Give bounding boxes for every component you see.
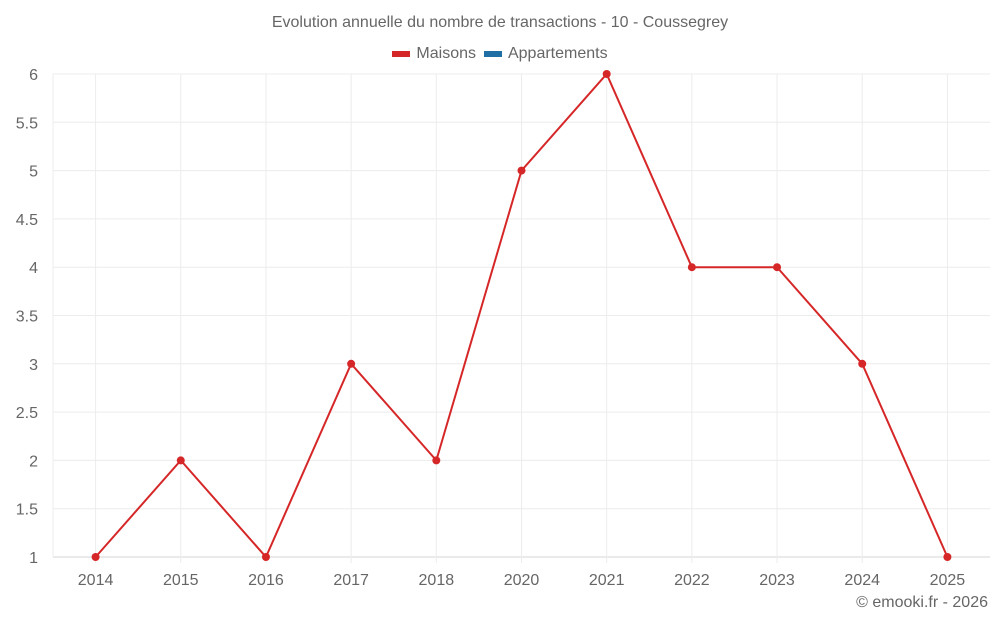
y-tick-label: 4	[29, 260, 38, 277]
data-point[interactable]	[347, 359, 356, 368]
credit-text: © emooki.fr - 2026	[856, 594, 988, 611]
x-tick-label: 2021	[589, 572, 625, 589]
legend-swatch-maisons	[392, 51, 411, 57]
data-point[interactable]	[261, 553, 270, 561]
legend-label-maisons: Maisons	[416, 45, 476, 62]
data-point[interactable]	[943, 553, 952, 561]
x-tick-label: 2022	[674, 572, 710, 589]
y-tick-label: 2	[29, 453, 38, 470]
data-point[interactable]	[176, 456, 185, 465]
x-tick-label: 2025	[930, 572, 966, 589]
data-point[interactable]	[517, 166, 526, 175]
data-point[interactable]	[858, 359, 867, 368]
y-tick-label: 3.5	[16, 309, 38, 326]
x-tick-label: 2020	[504, 572, 540, 589]
chart-title: Evolution annuelle du nombre de transact…	[271, 14, 729, 31]
x-tick-label: 2014	[78, 572, 114, 589]
y-tick-label: 1	[29, 550, 38, 567]
x-tick-label: 2015	[163, 572, 199, 589]
x-tick-label: 2018	[419, 572, 455, 589]
legend-label-appartements: Appartements	[507, 45, 608, 62]
data-point[interactable]	[602, 70, 611, 78]
data-point[interactable]	[687, 263, 696, 272]
x-tick-label: 2023	[759, 572, 795, 589]
y-tick-label: 3	[29, 357, 38, 374]
legend-swatch-appartements	[483, 51, 502, 57]
data-point[interactable]	[432, 456, 441, 465]
y-tick-label: 5.5	[16, 115, 38, 132]
legend-item-appartements[interactable]: Appartements	[483, 45, 608, 63]
y-tick-label: 1.5	[16, 502, 38, 519]
data-point[interactable]	[773, 263, 782, 272]
y-tick-label: 4.5	[16, 212, 38, 229]
x-tick-label: 2017	[333, 572, 369, 589]
y-tick-label: 5	[29, 164, 38, 181]
y-tick-label: 2.5	[16, 405, 38, 422]
legend-item-maisons[interactable]: Maisons	[392, 45, 476, 63]
x-tick-label: 2016	[248, 572, 284, 589]
y-tick-label: 6	[29, 67, 38, 84]
chart-legend: Maisons Appartements	[0, 45, 1000, 63]
x-tick-label: 2024	[844, 572, 880, 589]
data-point[interactable]	[91, 553, 100, 561]
